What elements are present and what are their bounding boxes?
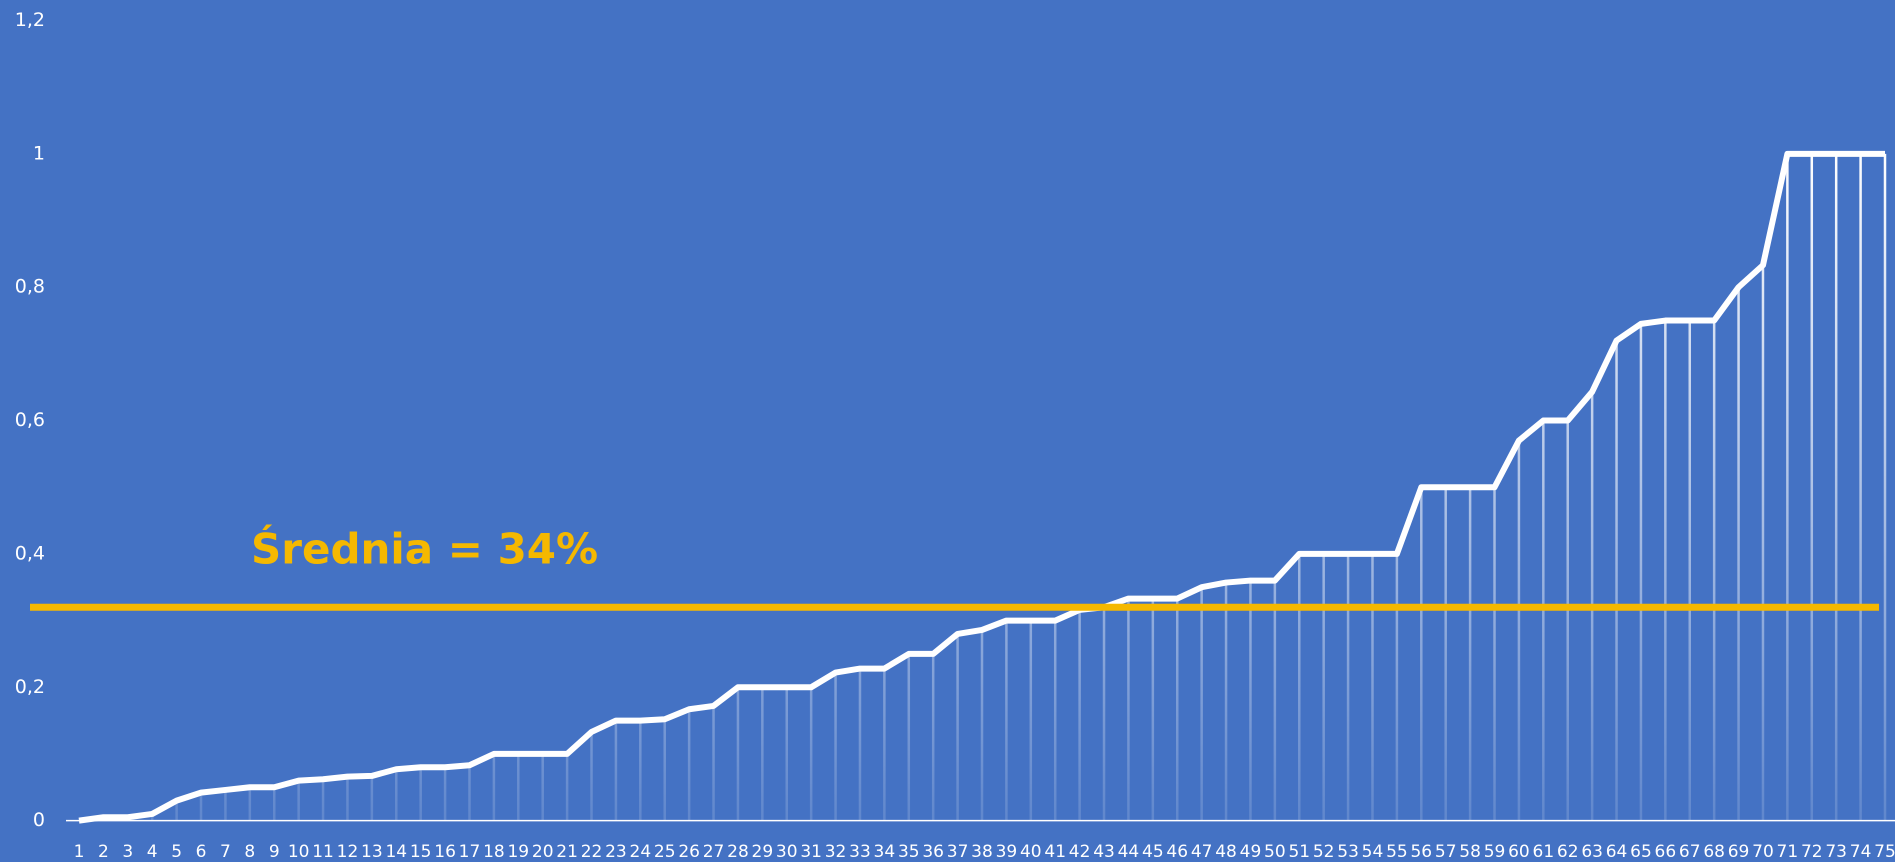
y-tick-label: 0,8 — [15, 276, 45, 298]
line — [78, 150, 1885, 824]
x-tick-label: 72 — [1801, 842, 1823, 862]
x-tick-label: 39 — [996, 842, 1018, 862]
x-tick-label: 1 — [74, 842, 85, 862]
x-tick-label: 71 — [1777, 842, 1799, 862]
x-tick-label: 6 — [196, 842, 207, 862]
x-tick-label: 20 — [532, 842, 554, 862]
x-tick-label: 29 — [752, 842, 774, 862]
x-tick-label: 21 — [556, 842, 578, 862]
x-tick-label: 48 — [1215, 842, 1237, 862]
x-tick-label: 7 — [220, 842, 231, 862]
x-tick-label: 58 — [1459, 842, 1481, 862]
x-tick-label: 53 — [1337, 842, 1359, 862]
x-tick-label: 44 — [1118, 842, 1140, 862]
x-tick-label: 55 — [1386, 842, 1408, 862]
x-tick-label: 61 — [1533, 842, 1555, 862]
x-tick-label: 12 — [337, 842, 359, 862]
x-tick-label: 34 — [874, 842, 896, 862]
x-tick-label: 36 — [922, 842, 944, 862]
x-tick-label: 45 — [1142, 842, 1164, 862]
x-tick-label: 51 — [1288, 842, 1310, 862]
y-tick-label: 0 — [33, 809, 45, 831]
x-tick-label: 4 — [147, 842, 158, 862]
x-tick-label: 73 — [1825, 842, 1847, 862]
x-tick-label: 60 — [1508, 842, 1530, 862]
x-tick-label: 11 — [312, 842, 334, 862]
x-tick-label: 57 — [1435, 842, 1457, 862]
x-tick-label: 24 — [630, 842, 652, 862]
y-tick-label: 1 — [33, 142, 45, 164]
x-tick-label: 25 — [654, 842, 676, 862]
x-tick-label: 38 — [971, 842, 993, 862]
x-tick-label: 63 — [1581, 842, 1603, 862]
x-tick-label: 32 — [825, 842, 847, 862]
x-tick-label: 16 — [434, 842, 456, 862]
x-tick-label: 50 — [1264, 842, 1286, 862]
x-tick-label: 74 — [1850, 842, 1872, 862]
y-tick-label: 0,2 — [15, 676, 45, 698]
x-tick-label: 8 — [244, 842, 255, 862]
x-tick-label: 75 — [1874, 842, 1895, 862]
x-tick-label: 66 — [1655, 842, 1677, 862]
x-tick-label: 46 — [1166, 842, 1188, 862]
x-tick-label: 56 — [1410, 842, 1432, 862]
x-tick-label: 42 — [1069, 842, 1091, 862]
x-tick-label: 49 — [1240, 842, 1262, 862]
x-tick-label: 14 — [385, 842, 407, 862]
x-tick-label: 33 — [849, 842, 871, 862]
x-tick-label: 64 — [1606, 842, 1628, 862]
x-tick-label: 2 — [98, 842, 109, 862]
x-tick-label: 13 — [361, 842, 383, 862]
x-tick-label: 17 — [459, 842, 481, 862]
x-tick-label: 5 — [171, 842, 182, 862]
y-tick-label: 0,4 — [15, 542, 45, 564]
x-tick-label: 23 — [605, 842, 627, 862]
x-tick-label: 65 — [1630, 842, 1652, 862]
x-tick-label: 68 — [1703, 842, 1725, 862]
x-tick-label: 67 — [1679, 842, 1701, 862]
x-tick-label: 22 — [581, 842, 603, 862]
x-tick-label: 31 — [800, 842, 822, 862]
x-tick-label: 35 — [898, 842, 920, 862]
x-tick-label: 28 — [727, 842, 749, 862]
mean-label: Średnia = 34% — [251, 524, 598, 574]
x-tick-label: 70 — [1752, 842, 1774, 862]
y-tick-label: 1,2 — [15, 9, 45, 31]
x-tick-label: 40 — [1020, 842, 1042, 862]
x-tick-label: 62 — [1557, 842, 1579, 862]
x-tick-label: 10 — [288, 842, 310, 862]
x-tick-label: 3 — [122, 842, 133, 862]
x-tick-label: 26 — [678, 842, 700, 862]
x-tick-label: 43 — [1093, 842, 1115, 862]
x-tick-label: 59 — [1484, 842, 1506, 862]
y-tick-label: 0,6 — [15, 409, 45, 431]
x-tick-label: 9 — [269, 842, 280, 862]
x-tick-label: 15 — [410, 842, 432, 862]
x-tick-label: 27 — [703, 842, 725, 862]
x-tick-label: 19 — [507, 842, 529, 862]
x-tick-label: 54 — [1362, 842, 1384, 862]
x-tick-label: 18 — [483, 842, 505, 862]
x-tick-label: 30 — [776, 842, 798, 862]
x-tick-label: 37 — [947, 842, 969, 862]
x-tick-label: 41 — [1044, 842, 1066, 862]
x-tick-label: 52 — [1313, 842, 1335, 862]
x-tick-label: 69 — [1728, 842, 1750, 862]
x-tick-label: 47 — [1191, 842, 1213, 862]
